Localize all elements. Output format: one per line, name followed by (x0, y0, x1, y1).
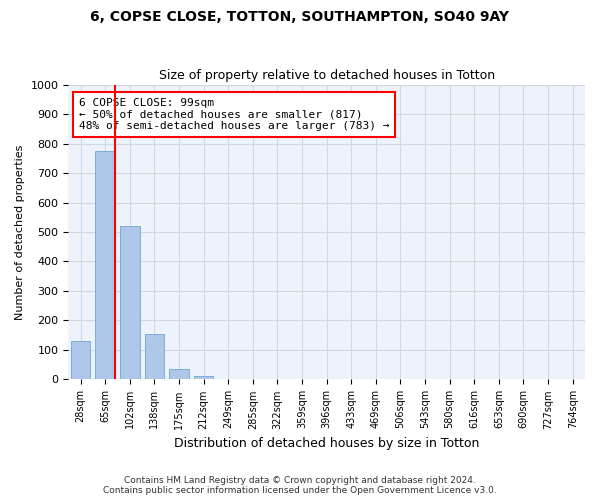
Title: Size of property relative to detached houses in Totton: Size of property relative to detached ho… (158, 69, 495, 82)
Text: Contains HM Land Registry data © Crown copyright and database right 2024.
Contai: Contains HM Land Registry data © Crown c… (103, 476, 497, 495)
Bar (145, 334, 164, 380)
Text: 6 COPSE CLOSE: 99sqm
← 50% of detached houses are smaller (817)
48% of semi-deta: 6 COPSE CLOSE: 99sqm ← 50% of detached h… (79, 98, 389, 131)
Y-axis label: Number of detached properties: Number of detached properties (15, 144, 25, 320)
X-axis label: Distribution of detached houses by size in Totton: Distribution of detached houses by size … (174, 437, 479, 450)
Bar (194, 376, 214, 380)
Bar (95, 151, 115, 380)
Text: 6, COPSE CLOSE, TOTTON, SOUTHAMPTON, SO40 9AY: 6, COPSE CLOSE, TOTTON, SOUTHAMPTON, SO4… (91, 10, 509, 24)
Bar (120, 226, 140, 380)
Bar (169, 369, 189, 380)
Bar (71, 341, 91, 380)
